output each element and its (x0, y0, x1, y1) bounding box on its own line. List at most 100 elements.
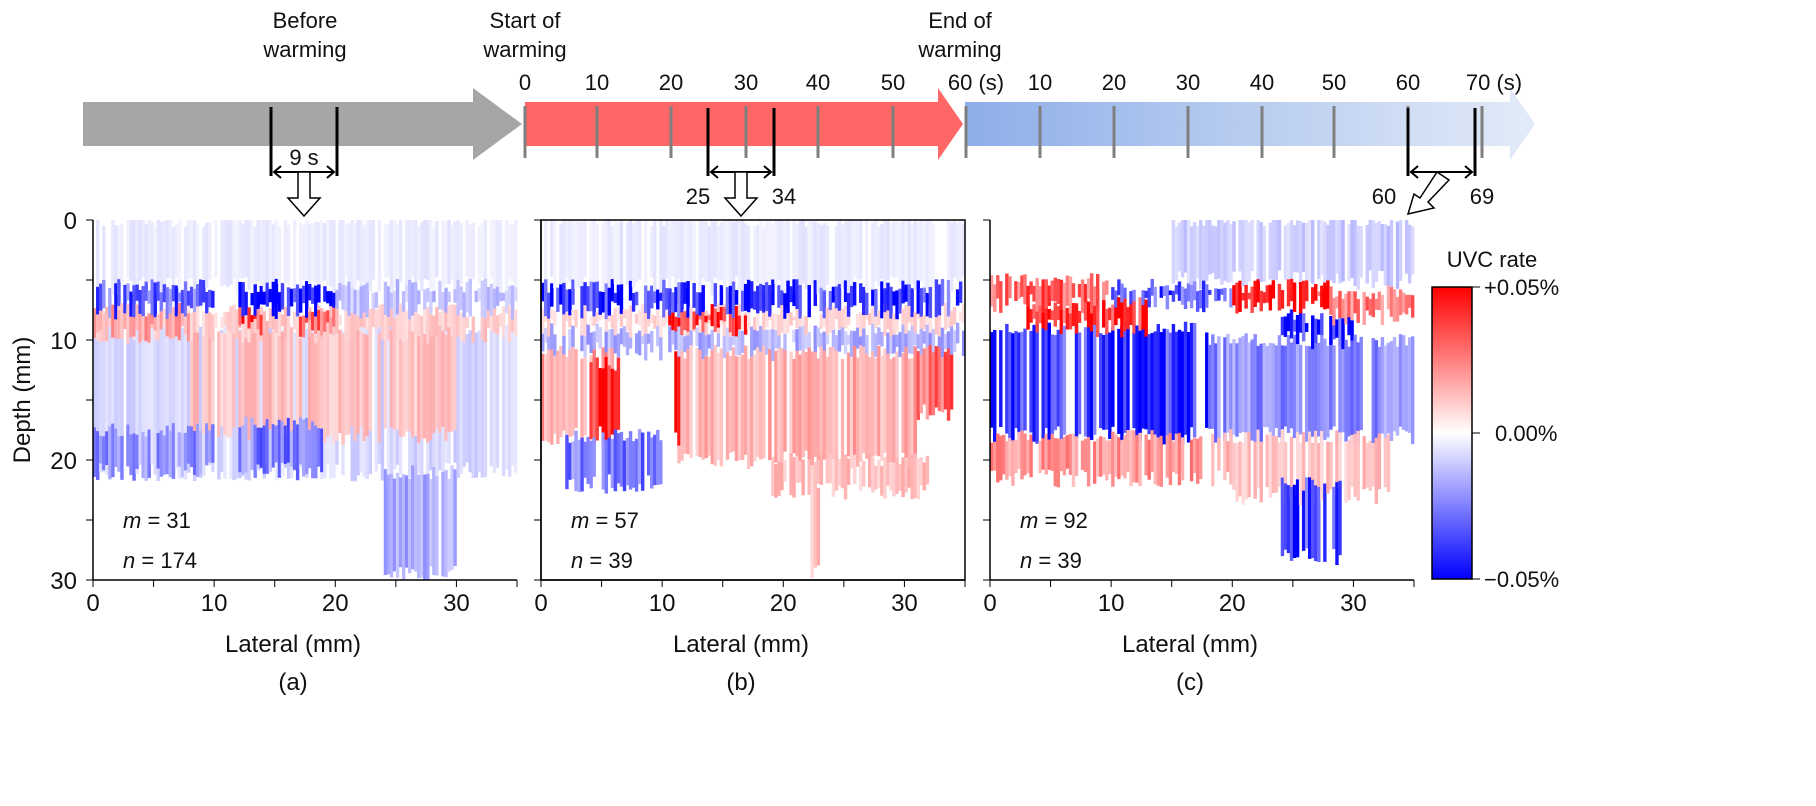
m-value: 31 (166, 508, 190, 533)
heatmap-cell (1111, 304, 1115, 331)
heatmap-cell (825, 307, 830, 335)
heatmap-cell (874, 313, 878, 329)
heatmap-cell (1289, 342, 1294, 429)
heatmap-cell (1247, 431, 1251, 498)
equals-sign: = (1032, 548, 1057, 573)
heatmap-cell (295, 424, 300, 481)
heatmap-cell (365, 220, 369, 283)
heatmap-cell (292, 288, 297, 303)
heatmap-cell (904, 220, 908, 289)
heatmap-cell (792, 329, 796, 343)
heatmap-cell (656, 289, 660, 310)
heatmap-cells (541, 220, 966, 578)
heatmap-cell (368, 321, 373, 431)
heatmap-cell (453, 221, 457, 294)
heatmap-cell (1335, 220, 1339, 274)
heatmap-cell (329, 291, 333, 307)
heatmap-cell (223, 220, 227, 285)
heatmap-cell (1317, 486, 1321, 563)
heatmap-cell (780, 348, 784, 463)
heatmap-cell (722, 307, 727, 322)
heatmap-cell (701, 309, 705, 332)
heatmap-cell (141, 431, 145, 479)
y-tick-label: 30 (50, 568, 77, 595)
heatmap-cell (423, 220, 427, 279)
heatmap-cell (568, 442, 572, 480)
heatmap-cell (501, 328, 506, 477)
heatmap-cell (777, 461, 781, 496)
heatmap-cell (395, 224, 400, 286)
heatmap-cell (928, 325, 933, 355)
heatmap-cell (286, 224, 291, 285)
heatmap-cell (710, 220, 715, 296)
heatmap-cell (931, 328, 936, 354)
heatmap-cell (1177, 329, 1182, 436)
heatmap-cell (898, 222, 902, 285)
heatmap-cell (804, 332, 808, 349)
heatmap-cell (1320, 220, 1324, 275)
heatmap-cell (202, 311, 206, 337)
heatmap-cell (271, 311, 276, 331)
heatmap-cell (1308, 346, 1312, 440)
heatmap-cell (1392, 336, 1397, 432)
heatmap-cell (441, 322, 445, 428)
x-tick-label: 30 (891, 590, 918, 617)
heatmap-cell (765, 220, 769, 294)
heatmap-cell (1280, 345, 1285, 443)
heatmap-cell (571, 279, 575, 305)
heatmap-cell (314, 425, 318, 479)
heatmap-cell (1159, 286, 1164, 298)
heatmap-cell (504, 290, 509, 314)
heatmap-cell (1047, 285, 1051, 307)
heatmap-cell (1226, 333, 1230, 433)
heatmap-cell (674, 316, 678, 332)
heatmap-cell (195, 423, 200, 477)
heatmap-cell (922, 220, 927, 289)
heatmap-cell (792, 316, 796, 321)
heatmap-cell (916, 280, 920, 314)
heatmap-cell (589, 362, 593, 440)
heatmap-cell (871, 289, 875, 306)
heatmap-cell (292, 420, 297, 470)
heatmap-cell (889, 314, 893, 337)
heatmap-cell (1092, 286, 1097, 306)
before-warming-label-2: warming (262, 37, 346, 62)
heatmap-cell (123, 284, 127, 314)
heatmap-cell (544, 220, 548, 296)
equals-sign: = (589, 508, 614, 533)
heatmap-cell (320, 428, 324, 473)
heatmap-cell (1280, 290, 1285, 309)
heatmap-cell (1077, 332, 1082, 435)
heatmap-cell (208, 222, 212, 280)
heatmap-cell (1332, 220, 1336, 284)
heatmap-cell (1374, 437, 1379, 504)
heatmap-cell (734, 356, 739, 462)
heatmap-cell (356, 313, 360, 331)
heatmap-cell (728, 326, 733, 351)
heatmap-cell (928, 220, 933, 295)
timeline-tick-label: 30 (1176, 70, 1200, 95)
heatmap-cell (489, 325, 494, 467)
heatmap-cell (586, 286, 590, 312)
heatmap-cell (232, 304, 236, 334)
heatmap-cell (686, 348, 690, 455)
y-tick-label: 20 (50, 448, 77, 475)
heatmap-cell (323, 223, 327, 281)
heatmap-cell (592, 331, 596, 353)
heatmap-cell (268, 288, 273, 303)
heatmap-cell (1304, 323, 1309, 332)
heatmap-cell (1223, 432, 1227, 481)
heatmap-cell (680, 308, 684, 336)
heatmap-cell (317, 222, 321, 289)
heatmap-cell (268, 220, 273, 293)
heatmap-cell (165, 425, 170, 475)
heatmap-cell (1105, 440, 1109, 481)
heatmap-cell (650, 437, 654, 489)
heatmap-cell (683, 282, 687, 304)
heatmap-cell (344, 223, 348, 277)
heatmap-cell (568, 220, 572, 282)
heatmap-cell (771, 313, 775, 330)
heatmap-cell (426, 473, 430, 580)
